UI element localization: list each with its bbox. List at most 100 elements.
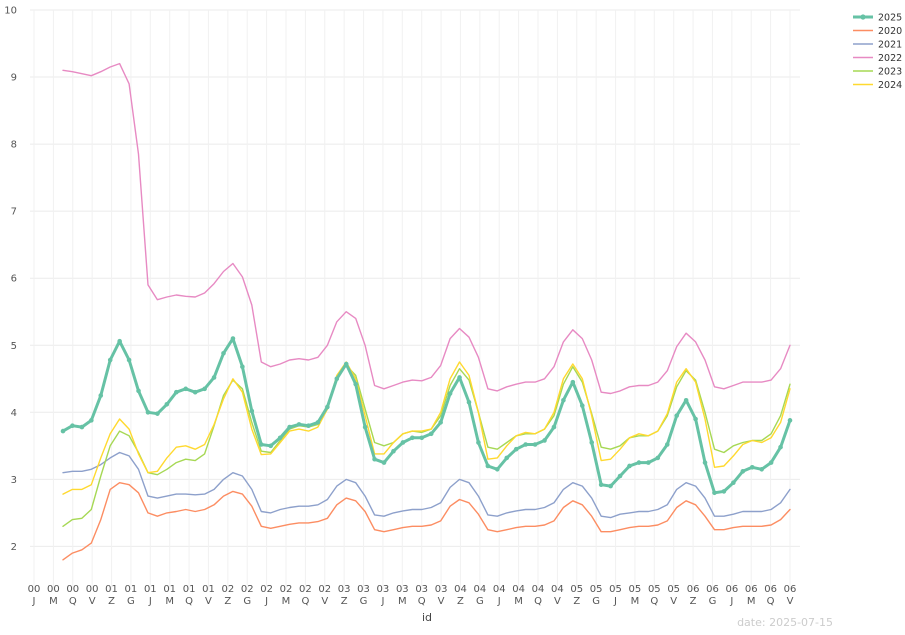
x-tick-label-bottom: V	[438, 596, 445, 607]
legend-item-2021[interactable]: 2021	[853, 40, 902, 51]
x-tick-label-top: 02	[280, 584, 293, 595]
series-line-2021	[62, 451, 791, 519]
x-tick-label-bottom: M	[282, 596, 291, 607]
x-tick-label-top: 04	[551, 584, 564, 595]
data-point-2025	[296, 422, 302, 427]
x-tick-label-top: 06	[745, 584, 758, 595]
data-point-2025	[513, 446, 519, 452]
x-tick-label-bottom: J	[148, 596, 152, 607]
data-point-2025	[646, 460, 651, 465]
x-tick-label-bottom: Z	[341, 596, 348, 607]
legend-item-2022[interactable]: 2022	[853, 53, 902, 64]
series-line-2023	[62, 364, 791, 527]
data-point-2025	[702, 460, 708, 465]
data-point-2025	[731, 480, 736, 486]
data-point-2025	[428, 431, 434, 437]
legend-label: 2023	[878, 67, 902, 78]
x-tick-label-top: 00	[66, 584, 79, 595]
x-tick-label-bottom: J	[264, 596, 268, 607]
x-tick-label-bottom: M	[49, 596, 58, 607]
data-point-2025	[221, 351, 226, 356]
x-tick-label-top: 06	[764, 584, 777, 595]
x-tick-label-top: 00	[86, 584, 99, 595]
x-tick-label-bottom: Z	[573, 596, 580, 607]
data-point-2025	[636, 460, 642, 465]
y-tick-label: 2	[11, 542, 17, 553]
x-tick-label-bottom: J	[613, 596, 617, 607]
x-tick-label-top: 05	[570, 584, 583, 595]
legend-label: 2022	[878, 53, 902, 64]
x-tick-label-bottom: J	[729, 596, 733, 607]
data-point-2025	[655, 455, 661, 461]
x-tick-label-bottom: Z	[457, 596, 464, 607]
data-point-2025	[391, 448, 396, 454]
data-point-2025	[334, 376, 340, 382]
x-tick-label-bottom: Q	[185, 596, 193, 607]
x-tick-label-bottom: M	[747, 596, 756, 607]
x-tick-label-bottom: Q	[767, 596, 775, 607]
x-tick-label-top: 02	[299, 584, 312, 595]
legend-label: 2021	[878, 40, 902, 51]
x-tick-label-bottom: Z	[224, 596, 231, 607]
x-tick-label-bottom: Q	[69, 596, 77, 607]
x-tick-label-bottom: V	[670, 596, 677, 607]
x-tick-label-bottom: G	[709, 596, 717, 607]
y-tick-label: 6	[11, 274, 17, 285]
data-point-2025	[98, 393, 104, 398]
x-tick-label-top: 03	[357, 584, 370, 595]
legend-label: 2025	[878, 13, 902, 24]
x-tick-label-top: 05	[648, 584, 661, 595]
y-tick-label: 3	[11, 475, 17, 486]
data-point-2025	[570, 379, 576, 385]
legend-item-2023[interactable]: 2023	[853, 67, 902, 78]
x-tick-label-top: 04	[532, 584, 545, 595]
y-tick-label: 9	[11, 73, 17, 84]
x-axis-title: id	[422, 611, 432, 624]
data-point-2025	[598, 482, 604, 488]
data-point-2025	[107, 357, 113, 363]
x-tick-label-bottom: M	[514, 596, 523, 607]
x-tick-label-top: 02	[318, 584, 331, 595]
data-point-2025	[476, 440, 481, 445]
data-point-2025	[419, 435, 425, 441]
data-point-2025	[117, 338, 122, 344]
date-stamp: date: 2025-07-15	[737, 616, 833, 629]
legend[interactable]: 2025 2020 2021 2022 2023 2024	[853, 13, 902, 92]
data-point-2025	[683, 397, 689, 403]
data-point-2025	[740, 469, 746, 474]
x-tick-label-bottom: Q	[301, 596, 309, 607]
data-point-2025	[315, 420, 321, 425]
data-point-2025	[183, 386, 189, 392]
x-tick-label-top: 06	[706, 584, 719, 595]
legend-item-2024[interactable]: 2024	[853, 80, 902, 91]
data-point-2025	[457, 375, 462, 380]
data-point-2025	[712, 490, 717, 496]
data-point-2025	[749, 464, 755, 470]
data-point-2025	[589, 440, 595, 445]
y-tick-label: 7	[11, 207, 17, 218]
x-tick-label-bottom: J	[497, 596, 501, 607]
data-point-2025	[608, 483, 613, 489]
x-tick-label-top: 00	[28, 584, 41, 595]
data-point-2025	[579, 403, 585, 408]
data-point-2025	[173, 389, 179, 395]
data-point-2025	[721, 489, 727, 494]
data-point-2025	[561, 397, 566, 403]
y-tick-label: 8	[11, 140, 17, 151]
data-point-2025	[466, 399, 472, 405]
data-point-2025	[381, 460, 387, 465]
legend-item-2020[interactable]: 2020	[853, 26, 902, 37]
x-tick-label-top: 06	[687, 584, 700, 595]
x-tick-label-bottom: Q	[650, 596, 658, 607]
data-point-2025	[551, 424, 557, 430]
y-tick-label: 4	[11, 408, 17, 419]
x-tick-label-bottom: Q	[534, 596, 542, 607]
legend-item-2025[interactable]: 2025	[853, 13, 902, 24]
data-point-2025	[617, 473, 623, 479]
y-tick-label: 5	[11, 341, 17, 352]
x-tick-label-bottom: V	[554, 596, 561, 607]
x-tick-label-top: 04	[454, 584, 467, 595]
data-point-2025	[70, 423, 75, 429]
series-line-2022	[62, 62, 791, 395]
